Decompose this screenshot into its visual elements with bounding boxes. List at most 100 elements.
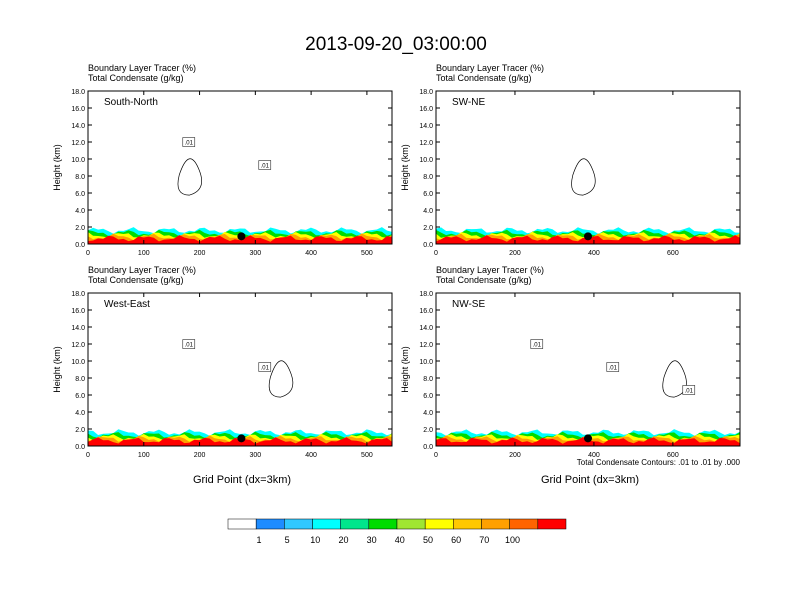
y-tick-label: 2.0 — [75, 225, 85, 232]
colorbar-label: 60 — [451, 535, 461, 545]
x-tick-label: 200 — [194, 452, 206, 459]
x-tick-label: 0 — [434, 250, 438, 257]
condensate-contour — [178, 159, 202, 195]
y-tick-label: 0.0 — [75, 242, 85, 249]
colorbar-label: 20 — [338, 535, 348, 545]
plot-frame — [436, 293, 740, 446]
x-tick-label: 200 — [194, 250, 206, 257]
x-tick-label: 0 — [86, 452, 90, 459]
contour-label: .01 — [261, 164, 270, 170]
y-tick-label: 0.0 — [423, 242, 433, 249]
condensate-contour — [572, 159, 596, 195]
colorbar-label: 70 — [479, 535, 489, 545]
y-tick-label: 16.0 — [419, 308, 433, 315]
panel-header-tracer: Boundary Layer Tracer (%) — [88, 63, 196, 73]
x-axis-label-nw-se: Grid Point (dx=3km) — [541, 474, 639, 486]
panel-name: NW-SE — [452, 299, 485, 310]
y-tick-label: 4.0 — [75, 208, 85, 215]
x-tick-label: 300 — [249, 452, 261, 459]
x-tick-label: 300 — [249, 250, 261, 257]
y-tick-label: 10.0 — [419, 359, 433, 366]
y-tick-label: 2.0 — [423, 225, 433, 232]
x-tick-label: 100 — [138, 452, 150, 459]
x-tick-label: 600 — [667, 250, 679, 257]
x-tick-label: 0 — [434, 452, 438, 459]
colorbar-swatch — [284, 519, 312, 529]
contour-footnote: Total Condensate Contours: .01 to .01 by… — [577, 458, 741, 467]
y-tick-label: 18.0 — [419, 89, 433, 96]
y-tick-label: 10.0 — [71, 359, 85, 366]
x-tick-label: 200 — [509, 452, 521, 459]
colorbar-label: 10 — [310, 535, 320, 545]
colorbar-label: 50 — [423, 535, 433, 545]
colorbar-swatch — [538, 519, 566, 529]
y-tick-label: 12.0 — [419, 342, 433, 349]
x-tick-label: 500 — [361, 250, 373, 257]
contour-label: .01 — [609, 366, 618, 372]
y-tick-label: 8.0 — [423, 376, 433, 383]
colorbar-swatch — [425, 519, 453, 529]
contour-label: .01 — [261, 366, 270, 372]
location-marker — [584, 434, 592, 442]
panel-header-condensate: Total Condensate (g/kg) — [436, 73, 532, 83]
y-tick-label: 8.0 — [75, 376, 85, 383]
panel-header-tracer: Boundary Layer Tracer (%) — [436, 63, 544, 73]
location-marker — [237, 232, 245, 240]
x-axis-label-west-east: Grid Point (dx=3km) — [193, 474, 291, 486]
plot-frame — [88, 293, 392, 446]
panel-header-condensate: Total Condensate (g/kg) — [88, 73, 184, 83]
x-tick-label: 500 — [361, 452, 373, 459]
y-tick-label: 10.0 — [419, 157, 433, 164]
panel-nw-se: Boundary Layer Tracer (%)Total Condensat… — [400, 265, 740, 459]
panel-header-condensate: Total Condensate (g/kg) — [436, 275, 532, 285]
colorbar: 1 5 10 20 30 40 50 60 70 100 — [228, 519, 566, 545]
y-tick-label: 12.0 — [71, 342, 85, 349]
y-tick-label: 6.0 — [75, 393, 85, 400]
colorbar-label: 1 — [256, 535, 261, 545]
colorbar-swatch — [313, 519, 341, 529]
x-tick-label: 200 — [509, 250, 521, 257]
y-tick-label: 14.0 — [419, 325, 433, 332]
colorbar-swatch — [228, 519, 256, 529]
y-tick-label: 18.0 — [419, 291, 433, 298]
plot-frame — [88, 91, 392, 244]
y-axis-label: Height (km) — [400, 144, 410, 191]
panel-name: West-East — [104, 299, 150, 310]
x-tick-label: 400 — [305, 250, 317, 257]
colorbar-swatch — [341, 519, 369, 529]
colorbar-label: 100 — [505, 535, 520, 545]
colorbar-swatch — [482, 519, 510, 529]
colorbar-label: 40 — [395, 535, 405, 545]
contour-label: .01 — [185, 343, 194, 349]
panel-south-north: Boundary Layer Tracer (%)Total Condensat… — [52, 63, 392, 257]
plot-frame — [436, 91, 740, 244]
location-marker — [237, 434, 245, 442]
y-tick-label: 10.0 — [71, 157, 85, 164]
y-axis-label: Height (km) — [400, 346, 410, 393]
y-tick-label: 14.0 — [71, 325, 85, 332]
y-axis-label: Height (km) — [52, 346, 62, 393]
y-tick-label: 0.0 — [423, 444, 433, 451]
panel-name: South-North — [104, 97, 158, 108]
panel-header-tracer: Boundary Layer Tracer (%) — [88, 265, 196, 275]
panel-header-tracer: Boundary Layer Tracer (%) — [436, 265, 544, 275]
y-tick-label: 0.0 — [75, 444, 85, 451]
figure: 2013-09-20_03:00:00 Boundary Layer Trace… — [0, 0, 792, 612]
colorbar-swatch — [397, 519, 425, 529]
colorbar-label: 30 — [367, 535, 377, 545]
colorbar-swatch — [453, 519, 481, 529]
figure-title: 2013-09-20_03:00:00 — [305, 34, 487, 55]
x-tick-label: 400 — [588, 250, 600, 257]
contour-label: .01 — [533, 343, 542, 349]
colorbar-swatch — [256, 519, 284, 529]
x-tick-label: 400 — [305, 452, 317, 459]
contour-label: .01 — [685, 388, 694, 394]
colorbar-swatch — [369, 519, 397, 529]
y-tick-label: 8.0 — [423, 174, 433, 181]
x-tick-label: 0 — [86, 250, 90, 257]
y-axis-label: Height (km) — [52, 144, 62, 191]
location-marker — [584, 232, 592, 240]
y-tick-label: 4.0 — [75, 410, 85, 417]
y-tick-label: 6.0 — [75, 191, 85, 198]
y-tick-label: 4.0 — [423, 410, 433, 417]
